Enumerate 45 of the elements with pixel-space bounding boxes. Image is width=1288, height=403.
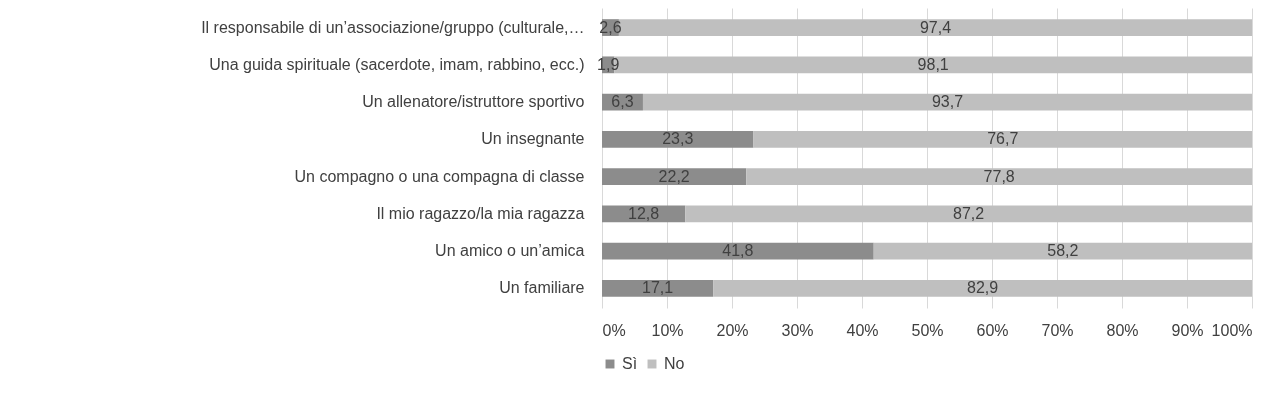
x-tick-label: 40% [846,321,879,339]
y-tick-label: Un insegnante [481,130,585,148]
y-tick-label: Un familiare [499,279,585,297]
data-label: 22,2 [658,167,690,185]
x-tick-label: 50% [911,321,944,339]
data-label: 58,2 [1047,242,1079,260]
data-label: 97,4 [919,18,952,36]
x-tick-label: 20% [716,321,749,339]
data-label: 82,9 [967,279,999,297]
x-tick-label: 60% [976,321,1009,339]
y-tick-label: Un allenatore/istruttore sportivo [362,93,585,111]
legend-label: Sì [622,355,638,372]
bar [746,168,1252,186]
bar [602,242,874,260]
y-tick-label: Un compagno o una compagna di classe [294,167,585,185]
data-label: 76,7 [987,130,1019,148]
bar [642,93,1252,111]
x-tick-label: 100% [1211,321,1253,339]
bar [753,130,1252,148]
x-tick-label: 80% [1106,321,1139,339]
data-label: 6,3 [611,93,634,111]
y-tick-label: Il responsabile di un’associazione/gruppo (culturale,… [201,18,585,36]
data-label: 87,2 [953,204,985,222]
x-tick-label: 90% [1171,321,1204,339]
bar [713,280,1252,297]
bar [602,280,714,297]
y-tick-label: Una guida spirituale (sacerdote, imam, rabbino, ecc.) [209,55,585,73]
x-tick-label: 70% [1041,321,1074,339]
y-tick-label: Il mio ragazzo/la mia ragazza [376,204,585,222]
data-label: 17,1 [642,279,674,297]
data-label: 41,8 [722,242,754,260]
data-label: 12,8 [628,204,660,222]
x-tick-label: 0% [602,321,626,339]
x-tick-label: 10% [651,321,684,339]
data-label: 77,8 [983,167,1015,185]
bar [602,130,754,148]
x-tick-label: 30% [781,321,814,339]
bar [602,168,747,186]
data-label: 98,1 [917,55,949,73]
y-tick-label: Un amico o un’amica [435,242,585,260]
legend-label: No [664,355,685,372]
bar [873,242,1252,260]
data-label: 23,3 [662,130,694,148]
bar [685,205,1252,223]
data-label: 93,7 [931,93,964,111]
